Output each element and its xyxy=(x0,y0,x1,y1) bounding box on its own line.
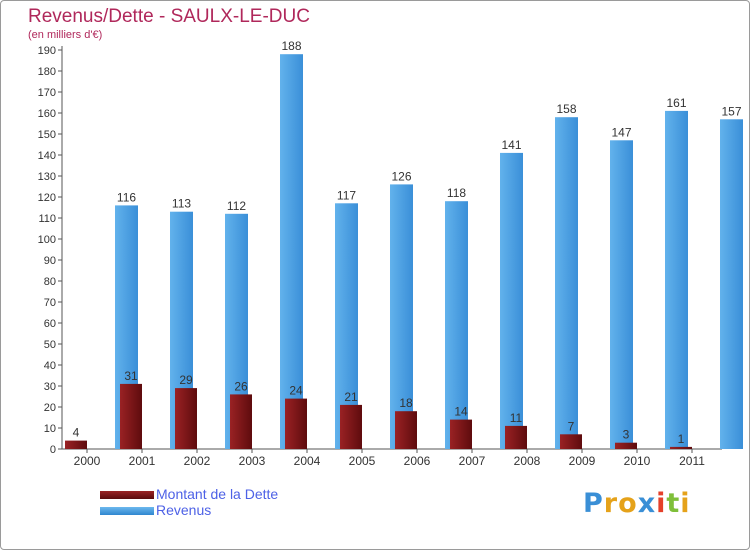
data-label-debt-2011: 1 xyxy=(678,432,685,446)
x-tick-label-2005: 2005 xyxy=(349,454,376,468)
y-tick-label: 70 xyxy=(44,297,56,309)
data-label-revenue-2007: 141 xyxy=(501,138,521,152)
proxiti-logo: Proxiti xyxy=(583,488,691,519)
data-label-debt-2007: 14 xyxy=(454,405,468,419)
bar-debt-2000 xyxy=(65,440,87,449)
chart-subtitle: (en milliers d'€) xyxy=(28,29,103,41)
chart-title: Revenus/Dette - SAULX-LE-DUC xyxy=(28,6,310,27)
bar-revenue-2003 xyxy=(280,54,303,449)
logo-letter: i xyxy=(656,488,667,519)
data-label-debt-2010: 3 xyxy=(623,428,630,442)
x-tick-label-2011: 2011 xyxy=(679,454,705,468)
legend-swatch-debt xyxy=(100,491,154,499)
data-label-debt-2000: 4 xyxy=(73,426,80,440)
legend-label-debt: Montant de la Dette xyxy=(156,486,279,502)
y-tick-label: 180 xyxy=(38,66,56,78)
data-label-revenue-2006: 118 xyxy=(447,186,466,200)
bar-debt-2010 xyxy=(615,442,637,449)
legend-label-revenue: Revenus xyxy=(156,502,212,518)
data-label-revenue-2002: 112 xyxy=(227,199,246,213)
y-tick-label: 190 xyxy=(38,45,56,57)
bar-debt-2001 xyxy=(120,383,142,449)
y-tick-label: 130 xyxy=(38,171,56,183)
y-tick-label: 60 xyxy=(44,318,56,330)
bar-revenue-2010 xyxy=(665,110,688,450)
bar-revenue-2004 xyxy=(335,203,358,449)
data-label-revenue-2011: 157 xyxy=(721,104,741,118)
data-label-debt-2005: 21 xyxy=(344,390,358,404)
y-tick-label: 100 xyxy=(38,234,56,246)
y-tick-label: 170 xyxy=(38,87,56,99)
data-label-revenue-2008: 158 xyxy=(556,102,576,116)
x-tick-label-2006: 2006 xyxy=(404,454,431,468)
x-tick-label-2008: 2008 xyxy=(514,454,541,468)
data-label-revenue-2005: 126 xyxy=(391,169,411,183)
x-tick-label-2010: 2010 xyxy=(624,454,651,468)
bar-revenue-2006 xyxy=(445,201,468,449)
data-label-debt-2003: 26 xyxy=(234,379,248,393)
logo-letter: x xyxy=(637,488,657,519)
bar-debt-2008 xyxy=(505,425,527,449)
logo-letter: P xyxy=(583,488,604,519)
y-tick-label: 150 xyxy=(38,129,56,141)
logo-letter: i xyxy=(680,488,691,519)
y-tick-label: 10 xyxy=(44,423,56,435)
data-label-revenue-2010: 161 xyxy=(666,96,686,110)
bar-debt-2002 xyxy=(175,388,197,449)
x-tick-label-2002: 2002 xyxy=(184,454,211,468)
y-tick-label: 30 xyxy=(44,381,56,393)
y-tick-label: 50 xyxy=(44,339,56,351)
bar-debt-2007 xyxy=(450,419,472,449)
bar-revenue-2009 xyxy=(610,140,633,450)
logo-letter: t xyxy=(666,488,681,519)
x-tick-label-2000: 2000 xyxy=(74,454,101,468)
y-tick-label: 0 xyxy=(50,444,56,456)
bar-debt-2011 xyxy=(670,446,692,449)
data-label-debt-2002: 29 xyxy=(179,373,193,387)
bar-revenue-2005 xyxy=(390,184,413,449)
data-label-revenue-2009: 147 xyxy=(611,125,631,139)
data-label-revenue-2004: 117 xyxy=(337,188,356,202)
y-tick-label: 90 xyxy=(44,255,56,267)
y-tick-label: 110 xyxy=(38,213,56,225)
y-tick-label: 40 xyxy=(44,360,56,372)
data-label-revenue-2000: 116 xyxy=(117,190,136,204)
data-label-revenue-2003: 188 xyxy=(281,39,301,53)
x-tick-label-2003: 2003 xyxy=(239,454,266,468)
x-tick-label-2004: 2004 xyxy=(294,454,321,468)
data-label-debt-2006: 18 xyxy=(399,396,413,410)
bar-revenue-2011 xyxy=(720,119,743,450)
y-tick-label: 160 xyxy=(38,108,56,120)
bar-revenue-2002 xyxy=(225,213,248,449)
bar-revenue-2008 xyxy=(555,117,578,449)
y-tick-label: 140 xyxy=(38,150,56,162)
y-tick-label: 80 xyxy=(44,276,56,288)
bar-debt-2003 xyxy=(230,394,252,449)
logo-letter: r xyxy=(603,488,619,519)
data-label-debt-2001: 31 xyxy=(124,369,138,383)
bar-debt-2005 xyxy=(340,404,362,449)
data-label-debt-2004: 24 xyxy=(289,384,303,398)
bar-debt-2006 xyxy=(395,411,417,449)
bar-debt-2009 xyxy=(560,434,582,449)
data-label-debt-2008: 11 xyxy=(510,411,523,425)
x-tick-label-2007: 2007 xyxy=(459,454,486,468)
x-tick-label-2001: 2001 xyxy=(129,454,156,468)
legend-swatch-revenue xyxy=(100,507,154,515)
bar-debt-2004 xyxy=(285,398,307,449)
data-label-revenue-2001: 113 xyxy=(172,197,191,211)
logo-letter: o xyxy=(618,488,638,519)
y-tick-label: 120 xyxy=(38,192,56,204)
data-label-debt-2009: 7 xyxy=(568,419,575,433)
bar-revenue-2007 xyxy=(500,152,523,449)
x-tick-label-2009: 2009 xyxy=(569,454,596,468)
y-tick-label: 20 xyxy=(44,402,56,414)
